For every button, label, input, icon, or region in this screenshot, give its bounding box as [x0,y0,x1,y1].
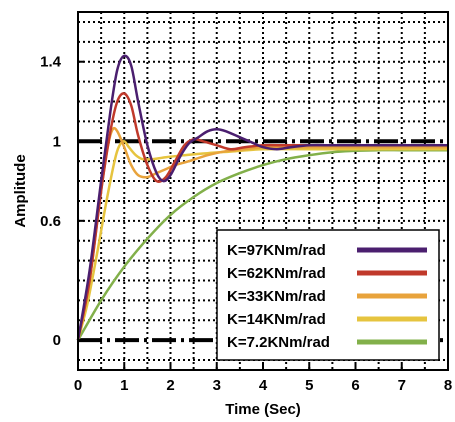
y-tick-label: 0.6 [40,213,61,230]
series-line-0 [76,54,448,341]
series-line-3 [76,139,448,341]
x-tick-label: 8 [444,377,452,394]
y-axis-label: Amplitude [12,154,29,227]
axis-ticks: 0 1 2 3 4 5 6 7 8 0 0.6 1 1.4 [40,54,452,394]
series-line-1 [76,92,448,341]
x-tick-label: 1 [120,377,128,394]
x-tick-label: 0 [74,377,82,394]
legend-label: K=97KNm/rad [227,242,326,259]
legend: K=97KNm/rad K=62KNm/rad K=33KNm/rad K=14KNm… [216,229,440,361]
legend-label: K=7.2KNm/rad [227,334,330,351]
x-tick-label: 6 [351,377,359,394]
x-axis-label: Time (Sec) [225,401,301,418]
y-tick-label: 1.4 [40,54,62,71]
legend-label: K=33KNm/rad [227,288,326,305]
legend-label: K=14KNm/rad [227,311,326,328]
x-tick-label: 5 [305,377,313,394]
legend-label: K=62KNm/rad [227,265,326,282]
x-tick-label: 7 [398,377,406,394]
x-tick-label: 4 [259,377,268,394]
x-tick-label: 2 [166,377,174,394]
y-tick-label: 0 [53,332,61,349]
y-tick-label: 1 [53,133,61,150]
series-lines [76,54,448,341]
x-tick-label: 3 [213,377,221,394]
